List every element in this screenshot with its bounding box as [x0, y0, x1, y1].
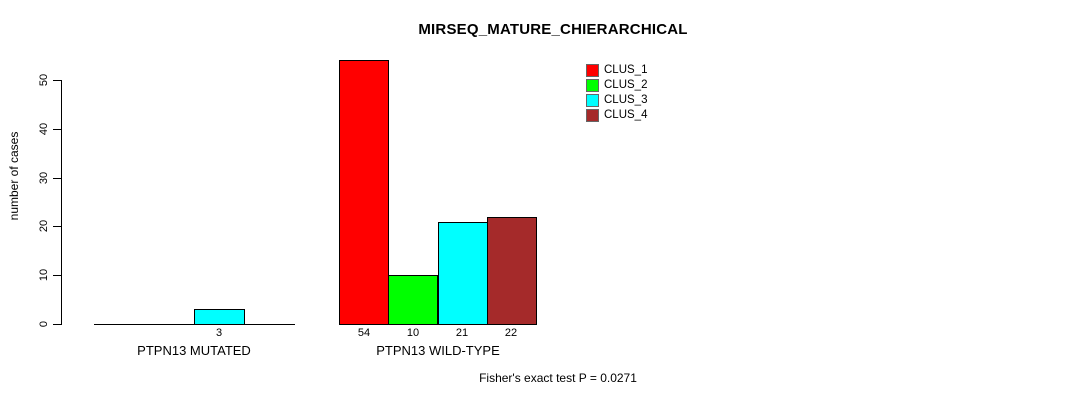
legend-swatch-icon — [586, 94, 599, 107]
legend-label: CLUS_3 — [604, 94, 648, 106]
legend: CLUS_1 CLUS_2 CLUS_3 CLUS_4 — [586, 64, 647, 124]
y-tick-mark — [53, 324, 61, 325]
category-label: PTPN13 WILD-TYPE — [376, 343, 500, 358]
bar-segment — [194, 309, 245, 325]
legend-swatch-icon — [586, 64, 599, 77]
bar-value-label: 3 — [215, 327, 223, 339]
y-tick-label: 50 — [38, 73, 50, 87]
legend-row: CLUS_2 — [586, 79, 647, 92]
legend-swatch-icon — [586, 109, 599, 122]
y-axis-title: number of cases — [7, 131, 21, 221]
bar-value-label: 10 — [406, 327, 420, 339]
legend-row: CLUS_4 — [586, 109, 647, 122]
y-tick-label: 40 — [38, 122, 50, 136]
y-axis-line — [61, 80, 62, 325]
legend-row: CLUS_3 — [586, 94, 647, 107]
y-tick-mark — [53, 226, 61, 227]
chart-title: MIRSEQ_MATURE_CHIERARCHICAL — [418, 21, 688, 38]
y-tick-mark — [53, 80, 61, 81]
bar-value-label: 21 — [455, 327, 469, 339]
legend-swatch-icon — [586, 79, 599, 92]
annotation-text: Fisher's exact test P = 0.0271 — [479, 371, 637, 385]
y-tick-label: 20 — [38, 219, 50, 233]
y-tick-label: 30 — [38, 171, 50, 185]
y-tick-mark — [53, 129, 61, 130]
legend-label: CLUS_4 — [604, 109, 648, 121]
legend-label: CLUS_1 — [604, 64, 648, 76]
bar-segment — [339, 60, 389, 325]
y-tick-mark — [53, 275, 61, 276]
y-tick-mark — [53, 178, 61, 179]
bar-value-label: 54 — [357, 327, 371, 339]
bar-value-label: 22 — [504, 327, 518, 339]
y-tick-label: 0 — [38, 320, 50, 328]
bar-segment — [388, 275, 438, 325]
bar-segment — [487, 217, 537, 325]
category-label: PTPN13 MUTATED — [137, 343, 251, 358]
legend-label: CLUS_2 — [604, 79, 648, 91]
bar-segment — [438, 222, 488, 325]
legend-row: CLUS_1 — [586, 64, 647, 77]
y-tick-label: 10 — [38, 268, 50, 282]
